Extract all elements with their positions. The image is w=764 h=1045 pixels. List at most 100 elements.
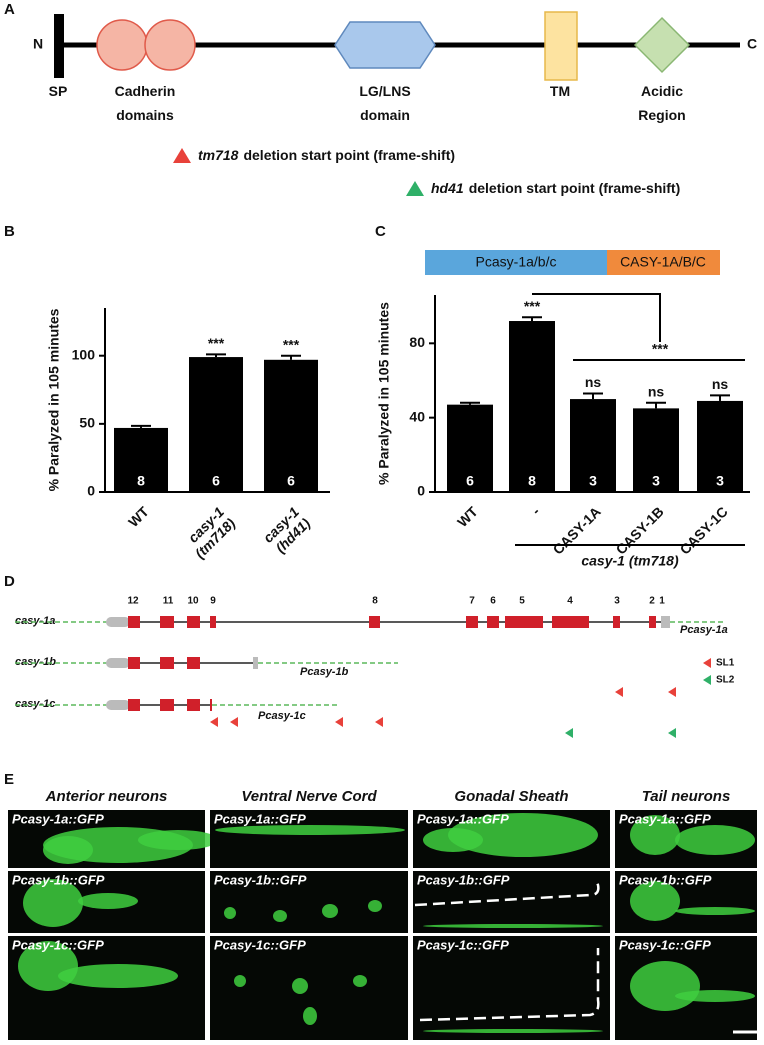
column-header: Ventral Nerve Cord <box>241 788 377 805</box>
utr <box>106 658 130 668</box>
exon <box>187 657 200 669</box>
n-label: 3 <box>652 473 660 489</box>
utr <box>106 617 130 627</box>
legend-entry: hd41 deletion start point (frame-shift) <box>431 180 680 196</box>
exon <box>505 616 543 628</box>
gfp-signal <box>215 825 405 835</box>
gfp-signal <box>675 907 755 915</box>
exon <box>160 657 174 669</box>
exon <box>466 616 478 628</box>
sl-site <box>703 675 711 685</box>
allele: hd41 <box>431 180 464 196</box>
transcript-name: casy-1c <box>15 698 55 710</box>
n-label: 8 <box>528 473 536 489</box>
y-tick-label: 0 <box>87 483 95 499</box>
legend-label: SL2 <box>716 675 735 686</box>
reporter-label: Pcasy-1a::GFP <box>12 811 104 826</box>
exon <box>210 699 212 711</box>
reporter-label: Pcasy-1b::GFP <box>417 872 510 887</box>
bar <box>189 357 243 492</box>
legend-text: deletion start point (frame-shift) <box>243 147 455 163</box>
exon-number: 5 <box>519 596 525 607</box>
x-tick-label: casy-1(tm718) <box>180 503 238 561</box>
column-header: Anterior neurons <box>45 788 168 805</box>
terminus: N <box>33 36 43 52</box>
legend-triangle <box>173 148 191 163</box>
exon <box>128 616 140 628</box>
gfp-signal <box>23 879 83 927</box>
x-tick-label: CASY-1A <box>550 503 604 557</box>
gfp-signal <box>675 990 755 1002</box>
column-header: Tail neurons <box>642 788 731 805</box>
sl-site <box>210 717 218 727</box>
gfp-signal <box>234 975 246 987</box>
micrograph <box>210 810 408 868</box>
exon <box>128 699 140 711</box>
exon-number: 10 <box>187 596 199 607</box>
reporter-label: Pcasy-1b::GFP <box>619 872 712 887</box>
legend-entry: tm718 deletion start point (frame-shift) <box>198 147 455 163</box>
domain-label: Acidic Region <box>638 83 685 123</box>
bar <box>697 400 743 492</box>
y-tick-label: 40 <box>409 408 425 424</box>
sl-site <box>668 728 676 738</box>
exon-number: 6 <box>490 596 496 607</box>
gfp-signal <box>224 907 236 919</box>
gfp-signal <box>322 904 338 918</box>
allele: tm718 <box>198 147 239 163</box>
exon <box>160 699 174 711</box>
cap <box>661 616 670 628</box>
exon <box>487 616 499 628</box>
panel-label: A <box>4 1 15 18</box>
exon-number: 8 <box>372 596 378 607</box>
gfp-signal <box>368 900 382 912</box>
sl-site <box>615 687 623 697</box>
sl-site <box>565 728 573 738</box>
bar <box>114 427 168 492</box>
bar <box>570 399 616 492</box>
reporter-label: Pcasy-1b::GFP <box>214 872 307 887</box>
comparison-label: *** <box>652 341 669 357</box>
bar <box>264 359 318 492</box>
exon-number: 7 <box>469 596 475 607</box>
y-tick-label: 0 <box>417 483 425 499</box>
exon-number: 3 <box>614 596 620 607</box>
panel-label: E <box>4 771 14 788</box>
significance: ns <box>648 383 665 399</box>
x-tick-label: CASY-1B <box>613 503 667 557</box>
acidic-domain <box>633 16 691 74</box>
gfp-signal <box>292 978 308 994</box>
significance: *** <box>524 298 541 314</box>
significance: *** <box>283 336 300 352</box>
domain-word: TM <box>550 83 570 99</box>
exon-number: 12 <box>127 596 139 607</box>
gfp-signal <box>630 881 680 921</box>
gfp-signal <box>303 1007 317 1025</box>
reporter-label: Pcasy-1c::GFP <box>214 937 306 952</box>
exon-number: 1 <box>659 596 665 607</box>
transcript-name: casy-1b <box>15 656 56 668</box>
domain-word: Region <box>638 107 685 123</box>
exon <box>187 616 200 628</box>
gfp-signal <box>675 825 755 855</box>
reporter-label: Pcasy-1a::GFP <box>619 811 711 826</box>
column-header: Gonadal Sheath <box>454 788 568 805</box>
gfp-signal <box>448 813 598 857</box>
exon-number: 2 <box>649 596 655 607</box>
domain-shapes <box>54 11 740 196</box>
exon <box>128 657 140 669</box>
construct-label: CASY-1A/B/C <box>620 254 706 270</box>
reporter-label: Pcasy-1c::GFP <box>12 937 104 952</box>
legend-triangle <box>406 181 424 196</box>
n-label: 3 <box>589 473 597 489</box>
significance: ns <box>585 374 602 390</box>
sl-site <box>230 717 238 727</box>
exon <box>210 616 216 628</box>
bar <box>447 404 493 492</box>
domain-word: Acidic <box>641 83 683 99</box>
panel-label: B <box>4 223 15 240</box>
x-tick-label: CASY-1C <box>677 503 731 557</box>
coding-box <box>607 250 720 275</box>
legend-text: deletion start point (frame-shift) <box>469 180 681 196</box>
panel-label: C <box>375 223 386 240</box>
